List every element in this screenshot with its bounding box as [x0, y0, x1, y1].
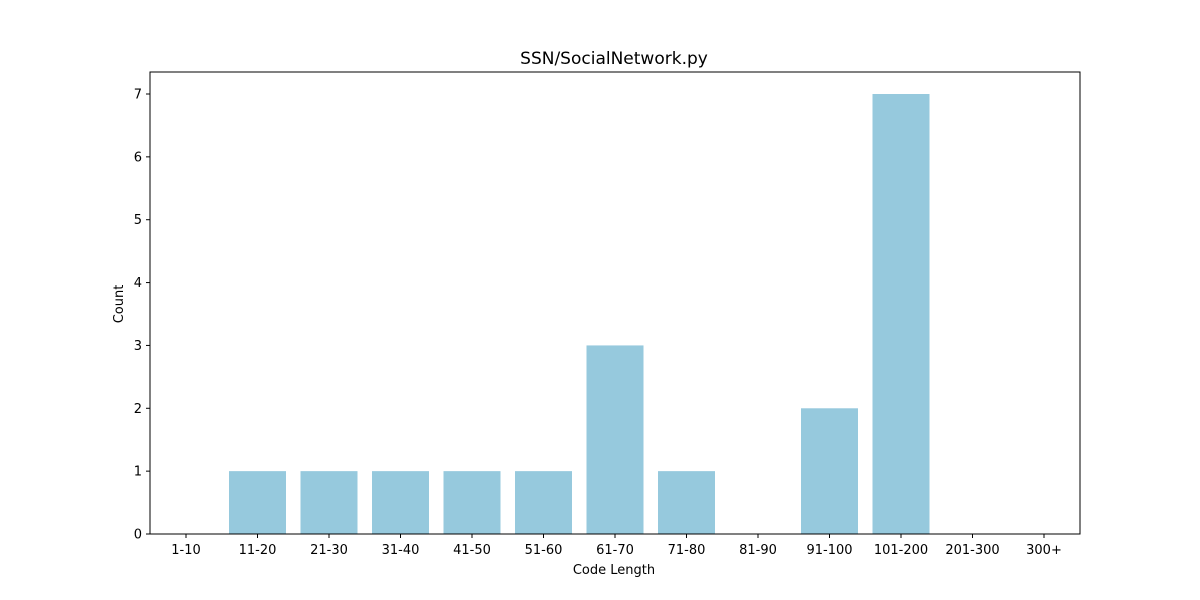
x-tick-label: 1-10: [171, 543, 201, 558]
x-tick-label: 41-50: [453, 543, 491, 558]
y-tick-label: 0: [134, 528, 142, 543]
y-axis-label: Count: [112, 285, 127, 324]
bar-91-100: [801, 408, 858, 534]
x-tick-label: 81-90: [739, 543, 777, 558]
x-tick-label: 91-100: [806, 543, 852, 558]
bar-31-40: [372, 471, 429, 534]
x-tick-label: 101-200: [874, 543, 928, 558]
y-tick-label: 6: [134, 150, 142, 165]
x-tick-label: 31-40: [382, 543, 420, 558]
x-axis: 1-10 11-20 21-30 31-40 41-50 51-60 61-70 71-80 8…: [171, 534, 1062, 558]
x-tick-label: 300+: [1026, 543, 1062, 558]
bar-101-200: [872, 94, 930, 534]
bar-61-70: [586, 345, 644, 534]
y-tick-label: 4: [134, 276, 142, 291]
bar-41-50: [443, 471, 501, 534]
plot-frame: [149, 71, 1081, 535]
chart-title: SSN/SocialNetwork.py: [520, 49, 708, 69]
x-tick-label: 61-70: [596, 543, 634, 558]
x-axis-label: Code Length: [573, 563, 655, 578]
bar-11-20: [229, 471, 286, 534]
y-axis: 0 1 2 3 4 5 6 7: [134, 88, 150, 543]
x-tick-label: 201-300: [945, 543, 999, 558]
y-tick-label: 1: [134, 465, 142, 480]
y-tick-label: 3: [134, 339, 142, 354]
y-tick-label: 5: [134, 213, 142, 228]
bar-71-80: [658, 471, 715, 534]
x-tick-label: 21-30: [310, 543, 348, 558]
x-tick-label: 51-60: [525, 543, 563, 558]
x-tick-label: 11-20: [239, 543, 277, 558]
bar-21-30: [300, 471, 358, 534]
y-tick-label: 7: [134, 88, 142, 103]
bar-51-60: [515, 471, 572, 534]
bars-layer: [229, 94, 930, 534]
y-tick-label: 2: [134, 402, 142, 417]
x-tick-label: 71-80: [668, 543, 706, 558]
